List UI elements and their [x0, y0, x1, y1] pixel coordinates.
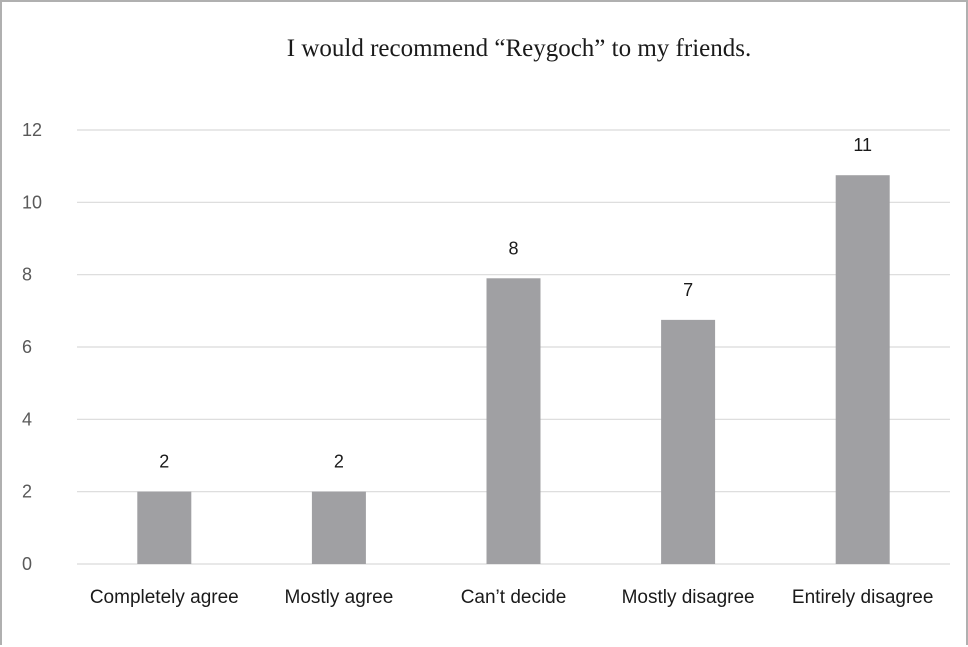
data-label: 2 [334, 452, 344, 472]
y-tick-label: 2 [22, 482, 32, 502]
y-tick-label: 0 [22, 554, 32, 574]
data-label: 7 [683, 280, 693, 300]
y-tick-label: 12 [22, 120, 42, 140]
x-axis-categories: Completely agree Mostly agree Can’t decide… [90, 587, 934, 608]
bar [486, 278, 541, 564]
data-label: 11 [853, 135, 872, 155]
bar [835, 175, 890, 565]
x-category-label: Mostly disagree [622, 587, 755, 608]
chart-title: I would recommend “Reygoch” to my friend… [287, 35, 751, 62]
bars [137, 175, 890, 565]
bar [137, 491, 192, 564]
y-tick-label: 10 [22, 192, 42, 212]
x-category-label: Completely agree [90, 587, 239, 608]
y-tick-label: 8 [22, 265, 32, 285]
x-category-label: Can’t decide [461, 587, 567, 608]
data-labels: 2 2 8 7 11 [159, 135, 872, 471]
x-category-label: Entirely disagree [792, 587, 934, 608]
y-tick-label: 4 [22, 409, 32, 429]
y-axis-ticks: 0 2 4 6 8 10 12 [22, 120, 42, 574]
bar [311, 491, 366, 564]
bar [661, 319, 716, 564]
y-tick-label: 6 [22, 337, 32, 357]
x-category-label: Mostly agree [285, 587, 394, 608]
data-label: 2 [159, 452, 169, 472]
data-label: 8 [508, 238, 518, 258]
